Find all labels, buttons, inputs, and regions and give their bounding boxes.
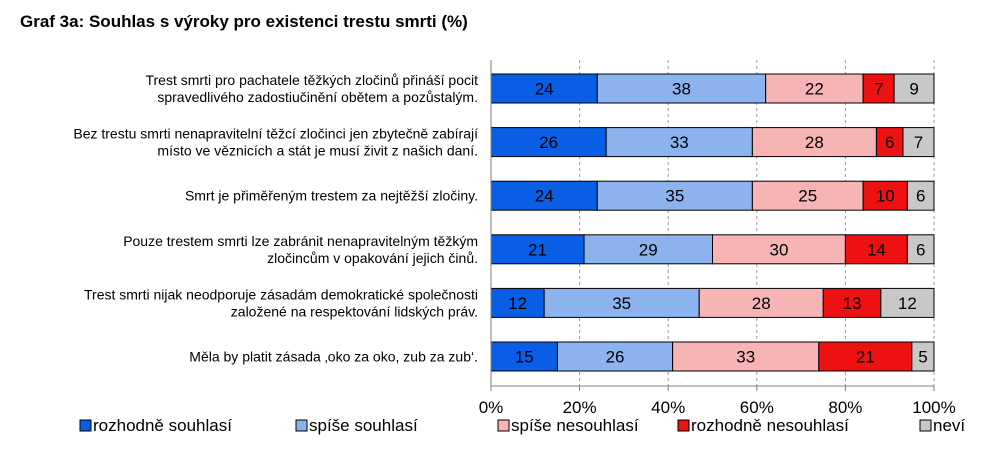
data-label: 28 — [752, 294, 771, 313]
category-label: Bez trestu smrti nenapravitelní těžcí zl… — [73, 126, 478, 142]
bar-segment — [490, 180, 598, 211]
legend-label: spíše nesouhlasí — [511, 416, 639, 435]
tick-label: 20% — [563, 398, 597, 417]
data-label: 25 — [798, 187, 817, 206]
legend-swatch — [497, 419, 510, 432]
data-label: 26 — [539, 133, 558, 152]
data-label: 13 — [843, 294, 862, 313]
data-label: 24 — [535, 187, 554, 206]
bars: 24 38 22 7 9 26 33 28 6 7 24 35 25 10 6 21 29 30 14 6 12 35 28… — [490, 73, 935, 372]
legend-label: neví — [933, 416, 965, 435]
data-label: 14 — [867, 240, 886, 259]
bar-segment — [698, 287, 824, 318]
bar-segment — [893, 73, 935, 104]
bar-segment — [672, 341, 820, 372]
data-label: 35 — [665, 187, 684, 206]
category-label: spravedlivého zadostiučinění obětem a po… — [157, 89, 478, 105]
bar-segment — [712, 234, 846, 265]
data-label: 26 — [606, 348, 625, 367]
data-label: 28 — [805, 133, 824, 152]
category-label: Pouze trestem smrti lze zabránit nenapra… — [123, 233, 478, 249]
data-label: 30 — [769, 240, 788, 259]
bar-segment — [751, 180, 864, 211]
bar-segment — [583, 234, 714, 265]
data-label: 9 — [909, 80, 918, 99]
bar-segment — [844, 234, 908, 265]
data-label: 15 — [515, 348, 534, 367]
bar-segment — [880, 287, 935, 318]
bar-segment — [596, 180, 753, 211]
bar-segment — [490, 287, 545, 318]
bar-segment — [490, 234, 585, 265]
tick-label: 80% — [828, 398, 862, 417]
bar-segment — [906, 234, 935, 265]
legend-label: rozhodně souhlasí — [93, 416, 232, 435]
category-label: Trest smrti nijak neodporuje zásadám dem… — [84, 286, 478, 302]
legend-swatch — [79, 419, 92, 432]
data-label: 10 — [876, 187, 895, 206]
category-label: zločincům v opakování jejich činů. — [267, 250, 478, 266]
chart-title: Graf 3a: Souhlas s výroky pro existenci … — [20, 12, 468, 31]
bar-segment — [822, 287, 882, 318]
data-label: 5 — [918, 348, 927, 367]
legend-label: rozhodně nesouhlasí — [691, 416, 849, 435]
tick-label: 60% — [740, 398, 774, 417]
legend-swatch — [919, 419, 932, 432]
tick-label: 40% — [651, 398, 685, 417]
category-label: založené na respektování lidských práv. — [231, 303, 478, 319]
data-label: 33 — [736, 348, 755, 367]
legend-label: spíše souhlasí — [309, 416, 418, 435]
data-label: 33 — [670, 133, 689, 152]
data-label: 6 — [916, 240, 925, 259]
category-label: Smrt je přiměřeným trestem za nejtěžší z… — [185, 188, 478, 204]
data-label: 6 — [885, 133, 894, 152]
bar-segment — [543, 287, 700, 318]
bar-segment — [490, 127, 607, 158]
data-label: 21 — [528, 240, 547, 259]
data-label: 12 — [898, 294, 917, 313]
data-label: 22 — [805, 80, 824, 99]
tick-label: 0% — [479, 398, 504, 417]
data-label: 21 — [856, 348, 875, 367]
bar-segment — [596, 73, 767, 104]
bar-segment — [862, 180, 908, 211]
data-label: 24 — [535, 80, 554, 99]
legend-swatch — [677, 419, 690, 432]
data-label: 7 — [874, 80, 883, 99]
data-label: 29 — [639, 240, 658, 259]
tick-label: 100% — [912, 398, 955, 417]
bar-segment — [556, 341, 674, 372]
data-label: 35 — [612, 294, 631, 313]
bar-segment — [765, 73, 864, 104]
bar-segment — [751, 127, 877, 158]
data-label: 38 — [672, 80, 691, 99]
grid-lines — [579, 60, 935, 386]
x-axis: 0% 20% 40% 60% 80% 100% — [479, 60, 956, 417]
bar-segment — [490, 341, 558, 372]
data-label: 12 — [508, 294, 527, 313]
legend: rozhodně souhlasí spíše souhlasí spíše nes… — [79, 416, 965, 435]
category-label: Trest smrti pro pachatele těžkých zločin… — [145, 72, 478, 88]
category-label: Měla by platit zásada ‚oko za oko, zub z… — [189, 349, 478, 365]
bar-segment — [906, 180, 935, 211]
bar-segment — [605, 127, 753, 158]
legend-swatch — [295, 419, 308, 432]
category-label: místo ve věznicích a stát je musí živit … — [157, 143, 478, 159]
data-label: 6 — [916, 187, 925, 206]
bar-segment — [911, 341, 935, 372]
bar-segment — [902, 127, 935, 158]
data-label: 7 — [914, 133, 923, 152]
category-labels: Trest smrti pro pachatele těžkých zločin… — [73, 72, 478, 365]
